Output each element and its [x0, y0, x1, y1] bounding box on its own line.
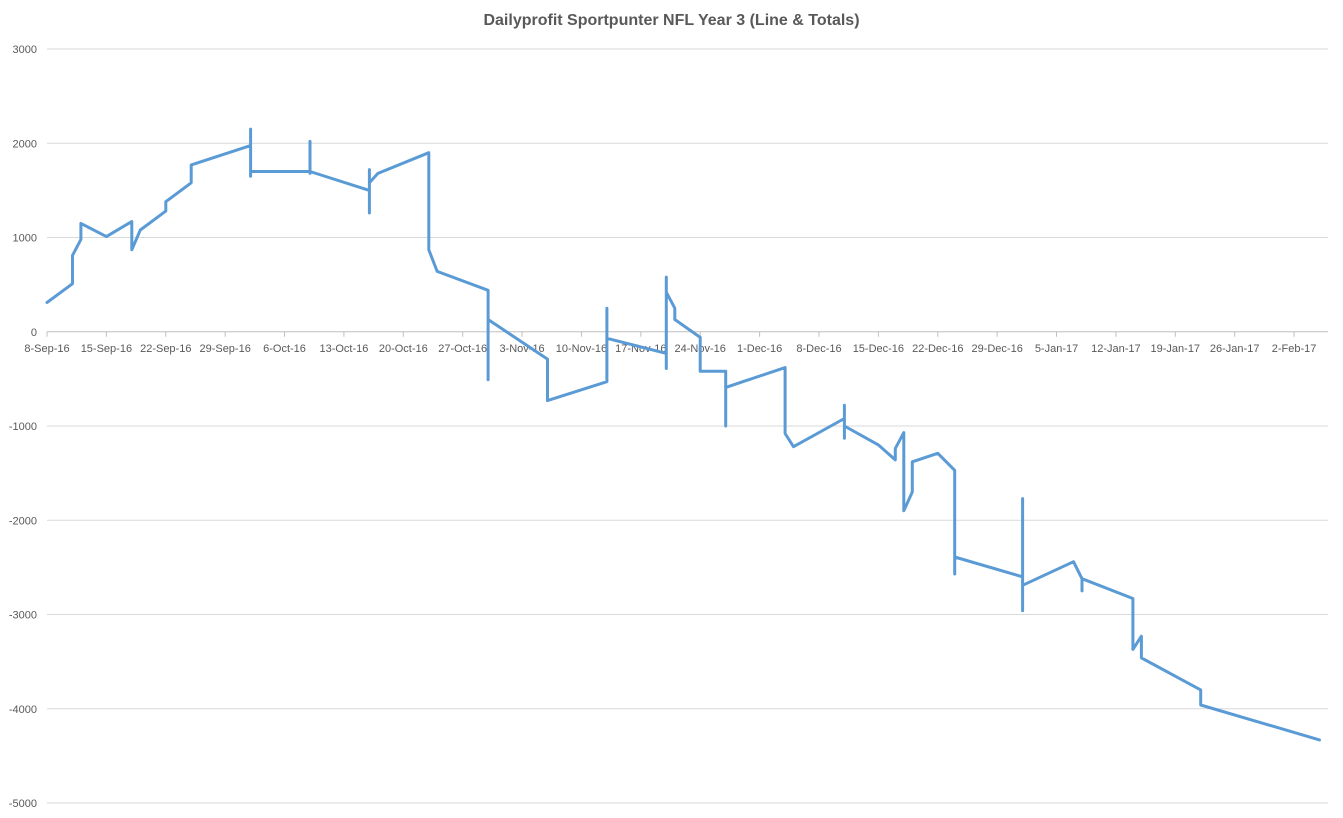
y-tick-label: -2000	[9, 515, 37, 527]
y-axis-ticks: 3000 2000 1000 0 -1000 -2000 -3000 -4000 -5000	[9, 44, 37, 810]
x-tick-label: 19-Jan-17	[1151, 343, 1201, 355]
x-tick-label: 8-Dec-16	[796, 343, 841, 355]
x-tick-label: 17-Nov-16	[615, 343, 666, 355]
y-tick-label: 3000	[13, 44, 37, 56]
x-tick-label: 3-Nov-16	[499, 343, 544, 355]
y-tick-label: 2000	[13, 138, 37, 150]
x-tick-label: 20-Oct-16	[379, 343, 428, 355]
x-tick-label: 1-Dec-16	[737, 343, 782, 355]
x-tick-label: 29-Sep-16	[199, 343, 250, 355]
x-tick-label: 13-Oct-16	[319, 343, 368, 355]
x-tick-label: 26-Jan-17	[1210, 343, 1260, 355]
chart-title: Dailyprofit Sportpunter NFL Year 3 (Line…	[483, 12, 860, 29]
x-tick-label: 22-Sep-16	[140, 343, 191, 355]
x-tick-label: 29-Dec-16	[971, 343, 1022, 355]
y-tick-label: 0	[31, 327, 37, 339]
y-tick-label: -4000	[9, 704, 37, 716]
x-tick-label: 12-Jan-17	[1091, 343, 1141, 355]
x-tick-label: 2-Feb-17	[1272, 343, 1317, 355]
x-axis-ticks: 8-Sep-16 15-Sep-16 22-Sep-16 29-Sep-16 6-Oct…	[24, 331, 1317, 355]
x-tick-label: 5-Jan-17	[1035, 343, 1078, 355]
x-tick-label: 15-Sep-16	[81, 343, 132, 355]
x-tick-label: 6-Oct-16	[263, 343, 306, 355]
x-tick-label: 22-Dec-16	[912, 343, 963, 355]
series-layer	[45, 127, 1321, 742]
y-tick-label: -3000	[9, 610, 37, 622]
y-tick-label: -1000	[9, 421, 37, 433]
y-tick-label: 1000	[13, 233, 37, 245]
series-line	[45, 127, 1321, 742]
gridlines	[47, 48, 1328, 804]
x-tick-label: 10-Nov-16	[556, 343, 607, 355]
x-tick-label: 8-Sep-16	[24, 343, 69, 355]
x-tick-label: 15-Dec-16	[853, 343, 904, 355]
x-tick-label: 27-Oct-16	[438, 343, 487, 355]
y-tick-label: -5000	[9, 798, 37, 810]
